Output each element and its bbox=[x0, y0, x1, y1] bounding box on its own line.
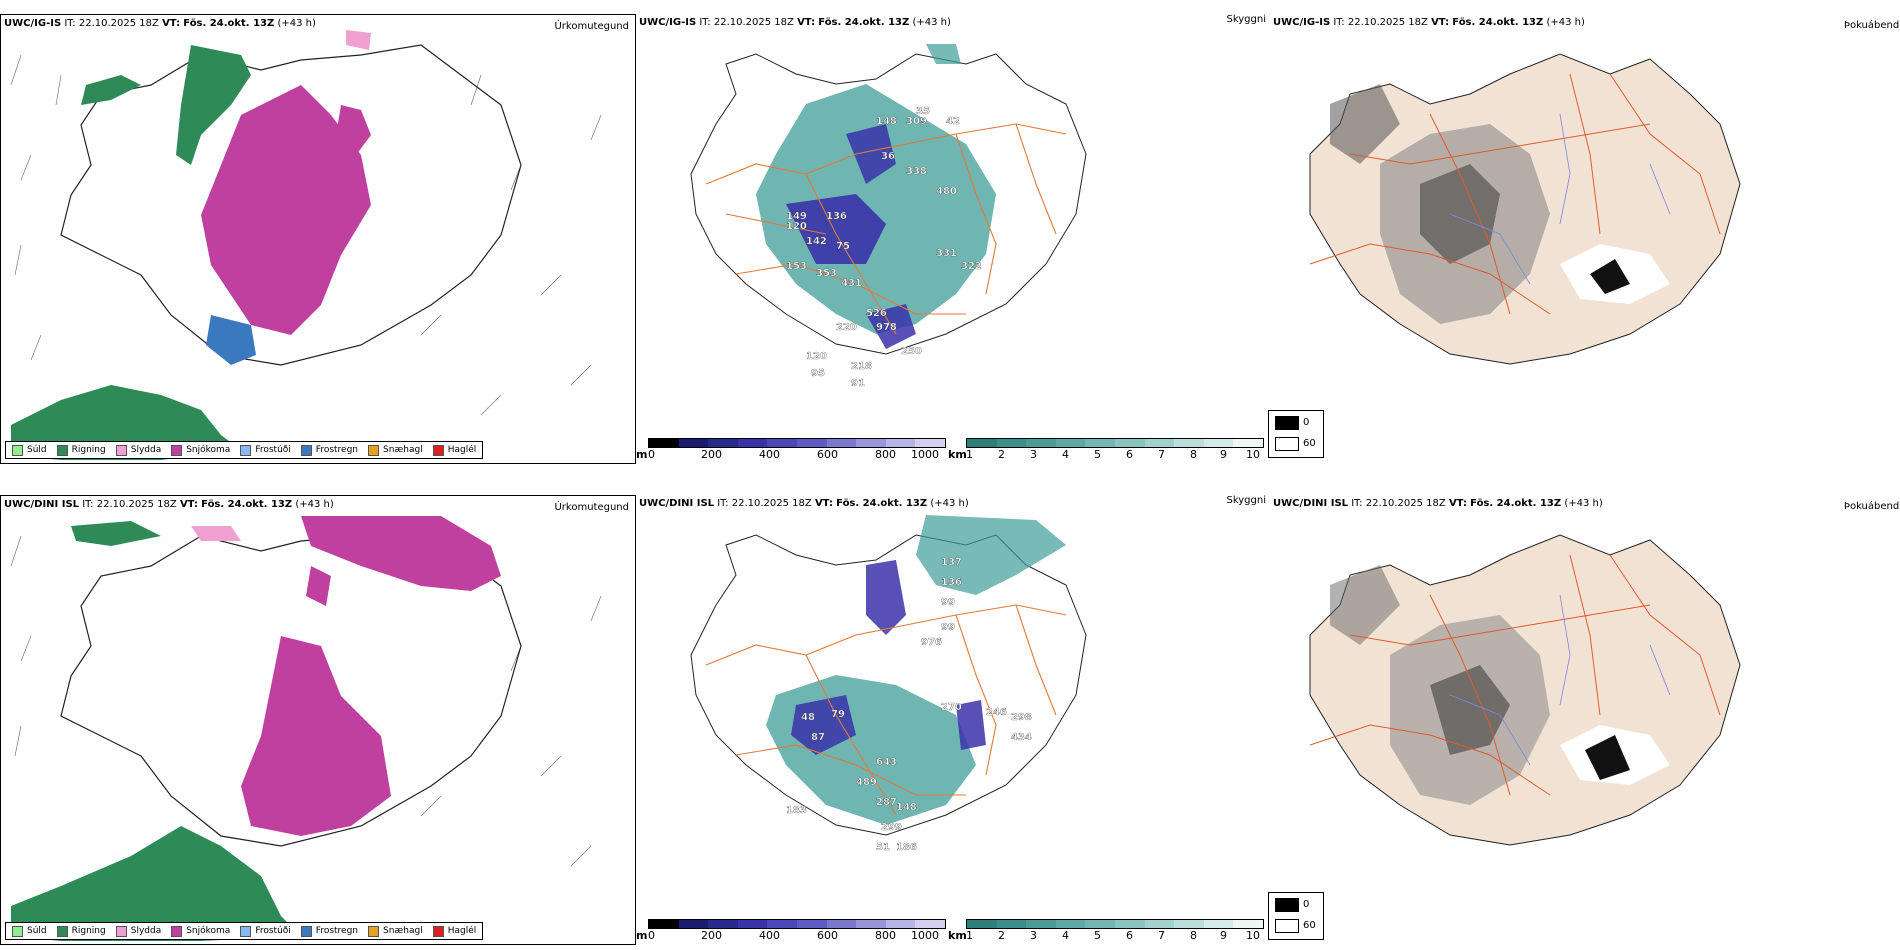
precip-legend-bottom: Súld Rigning Slydda Snjókoma Frostúði Fr… bbox=[5, 922, 484, 940]
vis-value-label: 309 bbox=[906, 116, 927, 127]
precip-panel-bottom: UWC/DINI ISL IT: 22.10.2025 18Z VT: Fös.… bbox=[0, 495, 636, 945]
vis-value-label: 51 bbox=[876, 842, 890, 853]
vis-scale-km-top: km 1 2 3 4 5 6 7 8 9 10 bbox=[948, 438, 1268, 462]
legend-item-rain: Rigning bbox=[56, 444, 106, 456]
legend-item-frostdrizzle: Frostúði bbox=[240, 925, 291, 937]
fog-scale-top: 0 60 bbox=[1268, 410, 1324, 458]
vis-value-label: 220 bbox=[836, 322, 857, 333]
legend-item-drizzle: Súld bbox=[12, 444, 47, 456]
precip-header-bottom: UWC/DINI ISL IT: 22.10.2025 18Z VT: Fös.… bbox=[4, 499, 334, 510]
vis-value-label: 643 bbox=[876, 757, 897, 768]
vis-value-label: 434 bbox=[1011, 732, 1032, 743]
legend-item-freezingrain: Frostregn bbox=[300, 925, 358, 937]
precip-map-bottom bbox=[10, 516, 602, 941]
vis-value-label: 137 bbox=[941, 557, 962, 568]
vis-value-label: 480 bbox=[936, 186, 957, 197]
vis-value-label: 35 bbox=[916, 106, 930, 117]
precip-legend-top: Súld Rigning Slydda Snjókoma Frostúði Fr… bbox=[5, 441, 484, 459]
legend-item-snowpellets: Snæhagl bbox=[368, 444, 423, 456]
panel-title: Úrkomutegund bbox=[554, 502, 629, 513]
vis-value-label: 142 bbox=[806, 236, 827, 247]
vis-value-label: 148 bbox=[876, 116, 897, 127]
legend-item-frostdrizzle: Frostúði bbox=[240, 444, 291, 456]
vis-value-label: 218 bbox=[851, 361, 872, 372]
vis-value-label: 287 bbox=[876, 797, 897, 808]
legend-item-hail: Haglél bbox=[432, 444, 476, 456]
panel-title: Þokuábendi bbox=[1843, 501, 1900, 512]
vis-map-top: 149 136 142 75 153 353 431 526 220 978 120 218 95 91 3… bbox=[690, 44, 1087, 389]
vis-value-label: 322 bbox=[961, 261, 982, 272]
fog-scale-bottom: 0 60 bbox=[1268, 892, 1324, 940]
vis-value-label: 75 bbox=[836, 241, 850, 252]
vis-labels-bottom: 137 136 99 99 976 270 246 298 434 48 79 87 643 489 287… bbox=[786, 557, 1032, 853]
vis-value-label: 42 bbox=[946, 116, 960, 127]
vis-value-label: 186 bbox=[896, 842, 917, 853]
fog-map-bottom bbox=[1309, 534, 1741, 846]
vis-value-label: 148 bbox=[896, 802, 917, 813]
vis-value-label: 36 bbox=[881, 151, 895, 162]
panel-title: Skyggni bbox=[1226, 14, 1266, 25]
precip-header-top: UWC/IG-IS IT: 22.10.2025 18Z VT: Fös. 24… bbox=[4, 18, 316, 29]
vis-value-label: 95 bbox=[811, 368, 825, 379]
vis-value-label: 153 bbox=[786, 261, 807, 272]
vis-value-label: 136 bbox=[941, 577, 962, 588]
vis-value-label: 299 bbox=[881, 822, 902, 833]
fog-panel-bottom: UWC/DINI ISL IT: 22.10.2025 18Z VT: Fös.… bbox=[1270, 495, 1900, 945]
vis-panel-top: 149 136 142 75 153 353 431 526 220 978 120 218 95 91 3… bbox=[636, 14, 1270, 464]
vis-value-label: 79 bbox=[831, 709, 845, 720]
vis-scale-m-top: m 0 200 400 600 800 1000 bbox=[636, 438, 946, 462]
vis-panel-bottom: 137 136 99 99 976 270 246 298 434 48 79 87 643 489 287… bbox=[636, 495, 1270, 945]
precip-panel-top: UWC/IG-IS IT: 22.10.2025 18Z VT: Fös. 24… bbox=[0, 14, 636, 464]
vis-value-label: 120 bbox=[806, 351, 827, 362]
vis-value-label: 338 bbox=[906, 166, 927, 177]
legend-item-snow: Snjókoma bbox=[171, 444, 230, 456]
fog-panel-top: UWC/IG-IS IT: 22.10.2025 18Z VT: Fös. 24… bbox=[1270, 14, 1900, 464]
vis-value-label: 149 bbox=[786, 211, 807, 222]
legend-item-sleet: Slydda bbox=[115, 925, 161, 937]
vis-value-label: 246 bbox=[986, 707, 1007, 718]
fog-header-top: UWC/IG-IS IT: 22.10.2025 18Z VT: Fös. 24… bbox=[1273, 17, 1585, 28]
model-name: UWC/IG-IS bbox=[4, 18, 62, 29]
vis-value-label: 136 bbox=[826, 211, 847, 222]
panel-title: Skyggni bbox=[1226, 495, 1266, 506]
panel-title: Úrkomutegund bbox=[554, 21, 629, 32]
vis-value-label: 91 bbox=[851, 378, 865, 389]
legend-item-rain: Rigning bbox=[56, 925, 106, 937]
vis-value-label: 331 bbox=[936, 248, 957, 259]
fog-map-top bbox=[1309, 53, 1741, 365]
vis-value-label: 250 bbox=[901, 346, 922, 357]
legend-item-snow: Snjókoma bbox=[171, 925, 230, 937]
vis-value-label: 431 bbox=[841, 278, 862, 289]
vis-value-label: 353 bbox=[816, 268, 837, 279]
vis-labels-top: 149 136 142 75 153 353 431 526 220 978 120 218 95 91 3… bbox=[786, 106, 982, 389]
panel-title: Þokuábendi bbox=[1843, 20, 1900, 31]
vis-value-label: 489 bbox=[856, 777, 877, 788]
vis-scale-km-bottom: km 1 2 3 4 5 6 7 8 9 10 bbox=[948, 919, 1268, 943]
vis-value-label: 298 bbox=[1011, 712, 1032, 723]
vis-map-bottom: 137 136 99 99 976 270 246 298 434 48 79 87 643 489 287… bbox=[690, 515, 1087, 853]
vis-value-label: 270 bbox=[941, 702, 962, 713]
legend-item-freezingrain: Frostregn bbox=[300, 444, 358, 456]
vis-value-label: 120 bbox=[786, 221, 807, 232]
vis-value-label: 99 bbox=[941, 597, 955, 608]
vis-value-label: 976 bbox=[921, 637, 942, 648]
vis-value-label: 183 bbox=[786, 805, 807, 816]
legend-item-drizzle: Súld bbox=[12, 925, 47, 937]
vis-value-label: 526 bbox=[866, 308, 887, 319]
vis-value-label: 978 bbox=[876, 322, 897, 333]
vis-header-bottom: UWC/DINI ISL IT: 22.10.2025 18Z VT: Fös.… bbox=[639, 498, 969, 509]
vis-value-label: 87 bbox=[811, 732, 825, 743]
vis-header-top: UWC/IG-IS IT: 22.10.2025 18Z VT: Fös. 24… bbox=[639, 17, 951, 28]
legend-item-sleet: Slydda bbox=[115, 444, 161, 456]
vis-scale-m-bottom: m 0 200 400 600 800 1000 bbox=[636, 919, 946, 943]
fog-header-bottom: UWC/DINI ISL IT: 22.10.2025 18Z VT: Fös.… bbox=[1273, 498, 1603, 509]
legend-item-hail: Haglél bbox=[432, 925, 476, 937]
precip-map-top bbox=[10, 30, 602, 460]
vis-value-label: 99 bbox=[941, 622, 955, 633]
vis-value-label: 48 bbox=[801, 712, 815, 723]
legend-item-snowpellets: Snæhagl bbox=[368, 925, 423, 937]
